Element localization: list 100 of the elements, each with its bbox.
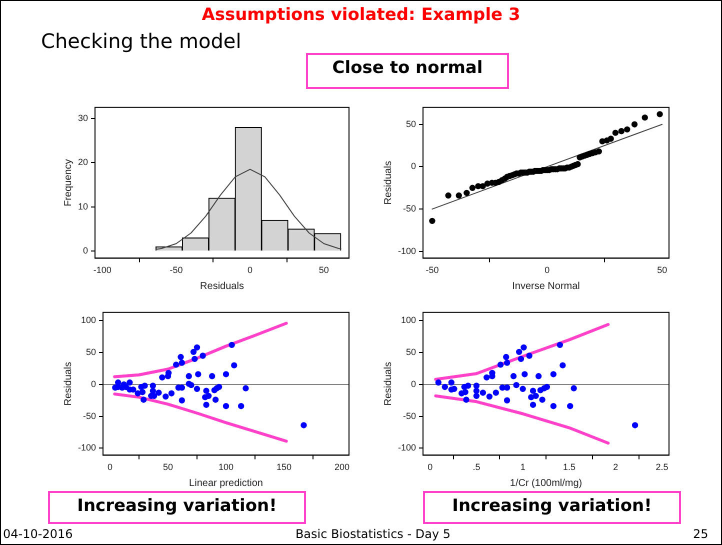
y-axis-title: Residuals: [382, 160, 394, 205]
point: [463, 396, 470, 403]
y-tick-label: -50: [83, 410, 96, 421]
x-tick-label: .5: [472, 462, 480, 472]
y-tick-label: 0: [82, 246, 88, 256]
point: [520, 386, 526, 392]
point: [159, 374, 166, 381]
y-tick-label: 0: [91, 378, 96, 389]
y-tick-label: 30: [78, 112, 88, 123]
x-tick-label: -50: [426, 265, 439, 276]
y-axis-title: Frequency: [62, 159, 74, 206]
point: [486, 393, 493, 400]
point: [242, 385, 249, 392]
point: [435, 379, 442, 386]
point: [504, 397, 510, 404]
point: [516, 348, 522, 356]
point: [150, 388, 156, 394]
y-axis-title: Residuals: [62, 362, 74, 406]
x-axis-title: Linear prediction: [189, 478, 263, 489]
point: [186, 373, 192, 380]
point: [165, 370, 172, 376]
point: [503, 354, 510, 360]
point: [162, 393, 169, 400]
text: Increasing variation!: [451, 496, 653, 516]
point: [473, 392, 480, 400]
point: [195, 371, 202, 378]
text: Increasing variation!: [76, 496, 278, 516]
point: [140, 396, 147, 403]
point: [504, 384, 510, 391]
point: [632, 422, 638, 428]
point: [522, 371, 528, 378]
point: [530, 402, 536, 408]
y-tick-label: -100: [398, 246, 416, 256]
y-tick-label: 100: [400, 315, 416, 326]
y-tick-label: 50: [406, 347, 416, 358]
point: [194, 344, 200, 351]
point: [550, 403, 557, 410]
point: [544, 384, 550, 390]
point: [216, 384, 222, 390]
point: [464, 382, 472, 389]
point: [142, 382, 148, 389]
text: Checking the model: [41, 29, 242, 53]
point: [532, 392, 539, 400]
point: [200, 352, 206, 359]
x-tick-label: 1: [520, 462, 526, 472]
point: [203, 402, 210, 408]
point: [520, 344, 527, 351]
point: [570, 385, 577, 392]
x-tick-label: 0: [544, 265, 550, 276]
point: [526, 352, 532, 359]
text: Close to normal: [331, 58, 484, 78]
point: [442, 384, 448, 390]
text: Assumptions violated: Example 3: [200, 5, 522, 25]
point: [178, 360, 186, 366]
point: [192, 356, 198, 362]
point: [150, 382, 156, 389]
x-tick-label: 2.5: [656, 462, 668, 472]
point: [513, 382, 520, 388]
point: [228, 342, 235, 348]
point: [484, 374, 490, 381]
x-tick-label: 0: [428, 462, 433, 472]
x-tick-label: -50: [170, 265, 183, 276]
text: 25: [693, 527, 708, 541]
y-tick-label: 10: [78, 201, 88, 212]
point: [530, 388, 536, 394]
point: [473, 382, 480, 389]
x-tick-label: 150: [276, 462, 292, 472]
point: [448, 379, 454, 386]
point: [173, 362, 180, 368]
x-axis-title: 1/Cr (100ml/mg): [510, 478, 582, 489]
x-tick-label: 0: [248, 265, 253, 276]
point: [567, 403, 574, 410]
y-tick-label: -50: [403, 410, 416, 421]
point: [139, 388, 146, 396]
point: [188, 382, 194, 388]
x-tick-label: 0: [107, 462, 112, 472]
x-axis-title: Residuals: [200, 280, 244, 292]
point: [497, 362, 504, 368]
x-tick-label: -100: [93, 265, 112, 276]
point: [539, 396, 546, 403]
y-tick-label: 20: [78, 157, 88, 168]
x-tick-label: 1.5: [562, 462, 576, 472]
x-tick-label: 100: [218, 462, 234, 472]
x-tick-label: 200: [334, 462, 350, 472]
point: [560, 362, 566, 368]
point: [528, 394, 534, 400]
text: Basic Biostatistics - Day 5: [294, 527, 452, 541]
point: [238, 403, 244, 410]
x-tick-label: 50: [657, 265, 668, 276]
point: [156, 390, 162, 396]
y-tick-label: 0: [411, 161, 416, 172]
point: [518, 356, 524, 362]
point: [126, 379, 133, 386]
point: [178, 354, 184, 360]
x-tick-label: 2: [613, 462, 618, 472]
x-axis-title: Inverse Normal: [512, 280, 580, 292]
text: 04-10-2016: [3, 527, 73, 541]
point: [194, 386, 200, 392]
point: [222, 403, 230, 410]
x-tick-label: 50: [318, 265, 329, 276]
